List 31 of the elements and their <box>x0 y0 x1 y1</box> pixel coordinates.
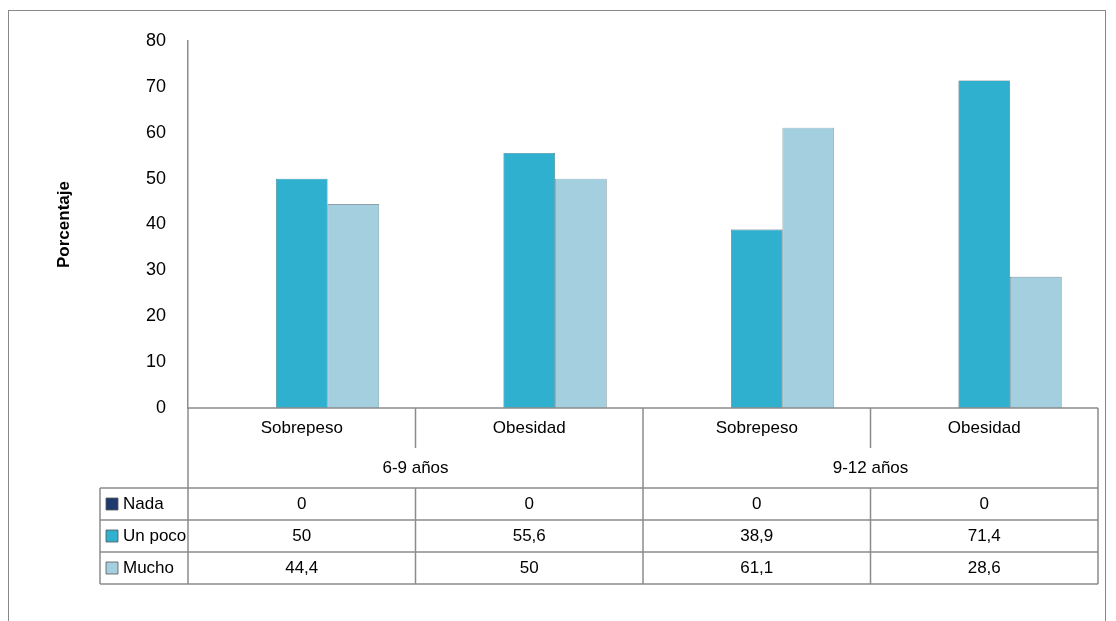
text: 44,4 <box>285 557 319 577</box>
text: 9-12 años <box>832 457 909 477</box>
text: 61,1 <box>740 557 774 577</box>
text: 55,6 <box>512 525 546 545</box>
x-tick-label: Obesidad <box>947 417 1021 437</box>
text: 50 <box>519 557 539 577</box>
text: 50 <box>292 525 312 545</box>
y-tick-label: 80 <box>145 29 166 50</box>
legend-label: Un poco <box>123 525 187 545</box>
y-tick-label: 10 <box>145 351 166 372</box>
y-tick-label: 30 <box>145 259 166 280</box>
y-tick-label: 20 <box>145 305 166 326</box>
x-tick-label: Sobrepeso <box>260 417 343 437</box>
text: 0 <box>524 493 534 513</box>
y-axis-title: Porcentaje <box>53 181 73 268</box>
y-tick-label: 70 <box>145 75 166 96</box>
text: 6-9 años <box>382 457 449 477</box>
legend-label: Mucho <box>123 557 175 577</box>
text: 0 <box>752 493 762 513</box>
x-tick-label: Sobrepeso <box>715 417 798 437</box>
y-tick-label: 40 <box>145 213 166 234</box>
y-tick-label: 60 <box>145 121 166 142</box>
x-tick-label: Obesidad <box>492 417 566 437</box>
text: 0 <box>979 493 989 513</box>
y-tick-label: 50 <box>145 167 166 188</box>
text: 71,4 <box>967 525 1001 545</box>
text: 28,6 <box>967 557 1001 577</box>
text: 0 <box>297 493 307 513</box>
y-tick-label: 0 <box>155 396 166 417</box>
text: 38,9 <box>740 525 774 545</box>
legend-label: Nada <box>123 493 165 513</box>
